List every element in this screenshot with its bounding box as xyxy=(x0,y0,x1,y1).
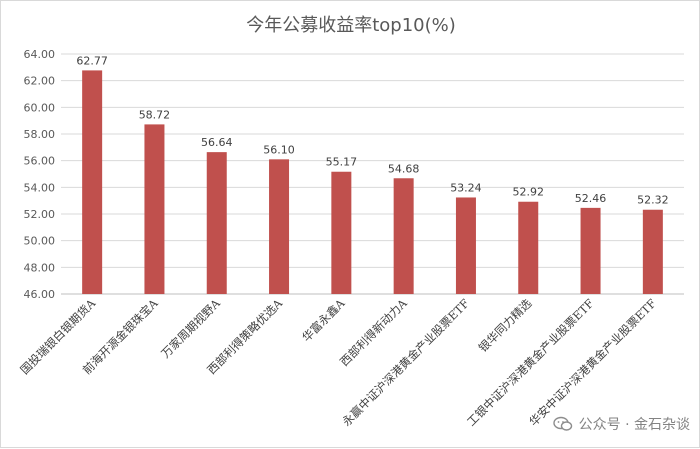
bar xyxy=(642,209,663,294)
data-label: 55.17 xyxy=(326,156,358,169)
data-label: 58.72 xyxy=(139,108,171,121)
y-tick-label: 54.00 xyxy=(24,181,56,194)
data-label: 52.46 xyxy=(575,192,607,205)
gridlines xyxy=(61,53,684,295)
y-tick-label: 48.00 xyxy=(24,261,56,274)
data-labels: 62.77 58.72 56.64 56.10 55.17 54.68 53.24 52.92… xyxy=(76,54,668,206)
y-tick-label: 62.00 xyxy=(24,75,56,88)
x-tick-label: 华富永鑫A xyxy=(299,296,348,345)
wechat-icon xyxy=(552,416,572,431)
data-label: 56.10 xyxy=(263,143,295,156)
x-tick-label: 银华同力精选 xyxy=(476,296,535,355)
data-label: 52.32 xyxy=(637,194,669,207)
y-tick-label: 46.00 xyxy=(24,288,56,301)
bars xyxy=(82,70,663,295)
bar xyxy=(518,201,539,294)
x-tick-label: 工银中证沪深港黄金产业股票ETF xyxy=(464,296,597,429)
bar xyxy=(331,171,352,294)
y-axis-ticks: 46.00 48.00 50.00 52.00 54.00 56.00 58.00 60.00… xyxy=(24,48,56,301)
data-label: 62.77 xyxy=(76,54,108,67)
y-tick-label: 60.00 xyxy=(24,101,56,114)
x-tick-label: 万家周期视野A xyxy=(158,296,223,361)
x-tick-label: 永赢中证沪深港黄金产业股票ETF xyxy=(339,296,472,429)
data-label: 52.92 xyxy=(513,186,545,199)
x-tick-label: 华安中证沪深港黄金产业股票ETF xyxy=(526,296,659,429)
y-tick-label: 50.00 xyxy=(24,235,56,248)
y-tick-label: 64.00 xyxy=(24,48,56,61)
bar xyxy=(144,124,165,295)
y-tick-label: 56.00 xyxy=(24,155,56,168)
y-tick-label: 52.00 xyxy=(24,208,56,221)
y-tick-label: 58.00 xyxy=(24,128,56,141)
watermark: 公众号 · 金石杂谈 xyxy=(552,414,690,434)
bar xyxy=(82,70,103,295)
data-label: 53.24 xyxy=(450,181,482,194)
bar xyxy=(206,152,227,294)
bar xyxy=(580,207,601,294)
bar xyxy=(393,178,414,294)
chart-title: 今年公募收益率top10(%) xyxy=(246,15,456,36)
data-label: 56.64 xyxy=(201,136,233,149)
bar xyxy=(269,159,290,294)
watermark-text: 公众号 · 金石杂谈 xyxy=(578,417,690,433)
bar xyxy=(455,197,476,294)
data-label: 54.68 xyxy=(388,162,420,175)
